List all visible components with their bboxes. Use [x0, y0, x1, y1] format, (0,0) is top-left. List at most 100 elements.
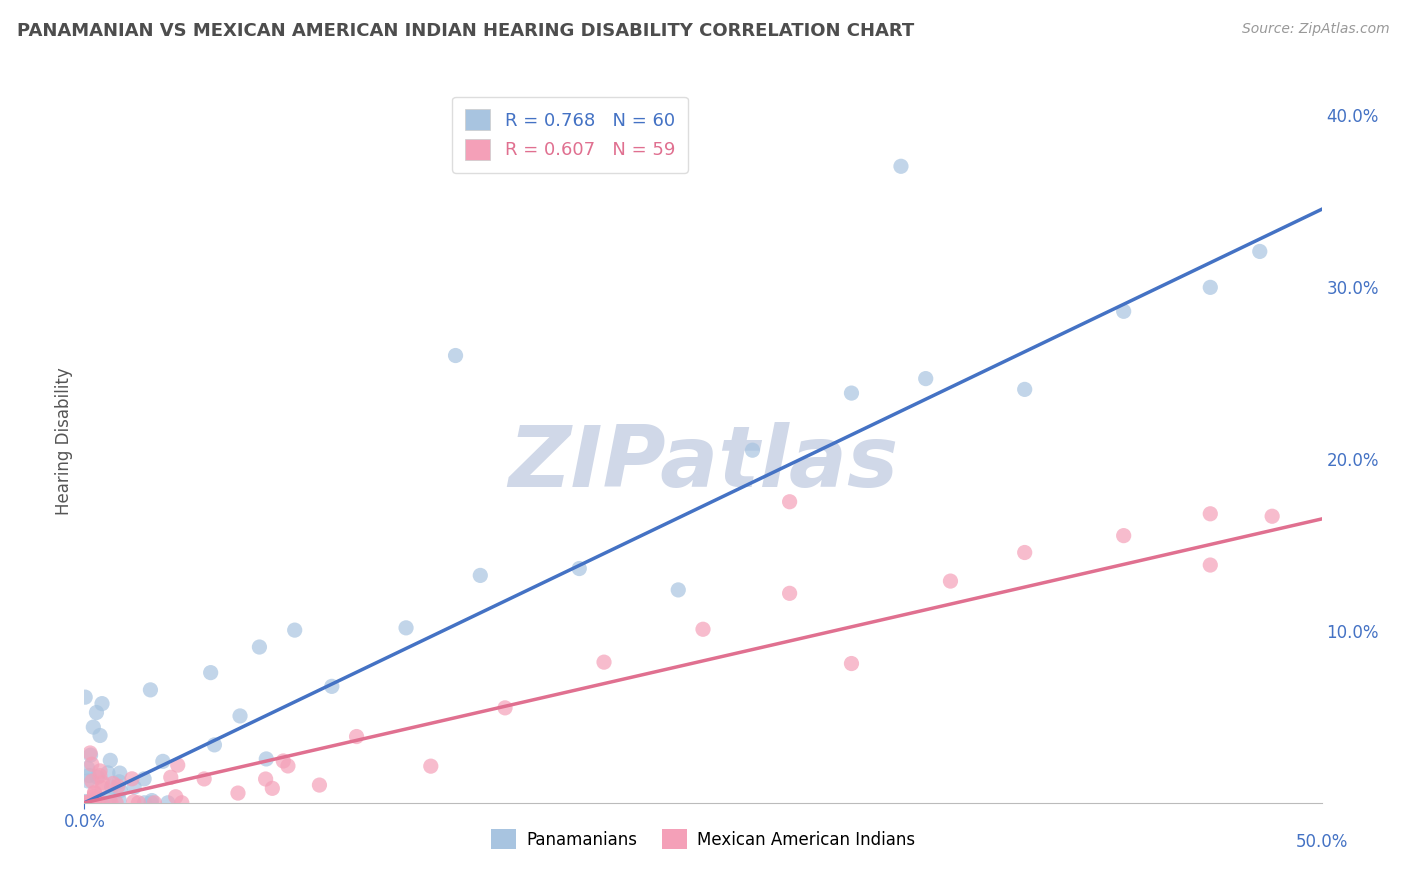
Point — [156, 796, 179, 810]
Point — [143, 796, 166, 810]
Point — [139, 796, 162, 810]
Point — [262, 781, 284, 796]
Point — [79, 748, 101, 763]
Point — [779, 494, 801, 508]
Point — [91, 697, 114, 711]
Point — [249, 640, 271, 654]
Point — [105, 796, 128, 810]
Point — [395, 621, 418, 635]
Point — [83, 789, 105, 804]
Point — [1199, 507, 1222, 521]
Point — [741, 443, 763, 458]
Point — [89, 769, 111, 783]
Point — [101, 776, 124, 790]
Point — [80, 774, 103, 789]
Point — [229, 709, 252, 723]
Text: PANAMANIAN VS MEXICAN AMERICAN INDIAN HEARING DISABILITY CORRELATION CHART: PANAMANIAN VS MEXICAN AMERICAN INDIAN HE… — [17, 22, 914, 40]
Point — [914, 371, 936, 385]
Point — [84, 791, 107, 805]
Y-axis label: Hearing Disability: Hearing Disability — [55, 368, 73, 516]
Point — [100, 796, 122, 810]
Point — [80, 757, 103, 772]
Point — [91, 796, 114, 810]
Point — [75, 796, 97, 810]
Point — [121, 772, 143, 786]
Point — [470, 568, 492, 582]
Point — [159, 770, 181, 784]
Point — [284, 623, 307, 637]
Point — [666, 582, 689, 597]
Point — [100, 780, 122, 794]
Text: 50.0%: 50.0% — [1295, 833, 1348, 851]
Point — [73, 796, 96, 810]
Point — [568, 561, 591, 575]
Point — [79, 796, 101, 810]
Point — [254, 772, 277, 786]
Point — [419, 759, 441, 773]
Point — [152, 755, 174, 769]
Point — [271, 754, 294, 768]
Point — [204, 738, 226, 752]
Point — [86, 796, 108, 810]
Point — [83, 796, 105, 810]
Point — [132, 772, 155, 786]
Point — [841, 386, 863, 401]
Point — [80, 796, 103, 810]
Text: ZIPatlas: ZIPatlas — [508, 422, 898, 505]
Point — [1249, 244, 1271, 259]
Point — [1199, 280, 1222, 294]
Point — [321, 679, 343, 693]
Point — [97, 765, 120, 780]
Point — [346, 730, 368, 744]
Point — [82, 796, 104, 810]
Point — [226, 786, 249, 800]
Point — [1112, 304, 1135, 318]
Point — [134, 796, 156, 810]
Point — [91, 780, 114, 795]
Point — [1261, 509, 1284, 524]
Point — [108, 793, 131, 807]
Point — [75, 690, 97, 705]
Point — [108, 774, 131, 789]
Point — [692, 622, 714, 636]
Point — [79, 796, 101, 810]
Point — [122, 795, 145, 809]
Point — [1112, 528, 1135, 542]
Point — [86, 770, 108, 784]
Point — [308, 778, 330, 792]
Point — [110, 783, 132, 797]
Point — [277, 759, 299, 773]
Point — [82, 796, 104, 810]
Point — [1014, 545, 1036, 559]
Point — [90, 796, 112, 810]
Point — [127, 796, 149, 810]
Point — [76, 761, 98, 775]
Point — [939, 574, 962, 588]
Point — [139, 682, 162, 697]
Point — [841, 657, 863, 671]
Point — [80, 796, 103, 810]
Point — [254, 752, 277, 766]
Legend: Panamanians, Mexican American Indians: Panamanians, Mexican American Indians — [484, 822, 922, 856]
Text: Source: ZipAtlas.com: Source: ZipAtlas.com — [1241, 22, 1389, 37]
Point — [77, 768, 100, 782]
Point — [107, 779, 129, 793]
Point — [91, 775, 114, 789]
Point — [593, 655, 616, 669]
Point — [83, 796, 105, 810]
Point — [98, 753, 121, 767]
Point — [83, 787, 105, 801]
Point — [98, 791, 121, 805]
Point — [141, 793, 163, 807]
Point — [1199, 558, 1222, 572]
Point — [170, 796, 193, 810]
Point — [83, 785, 105, 799]
Point — [73, 796, 96, 810]
Point — [444, 349, 467, 363]
Point — [193, 772, 215, 786]
Point — [82, 720, 104, 734]
Point — [108, 766, 131, 780]
Point — [77, 773, 100, 788]
Point — [494, 701, 516, 715]
Point — [79, 746, 101, 760]
